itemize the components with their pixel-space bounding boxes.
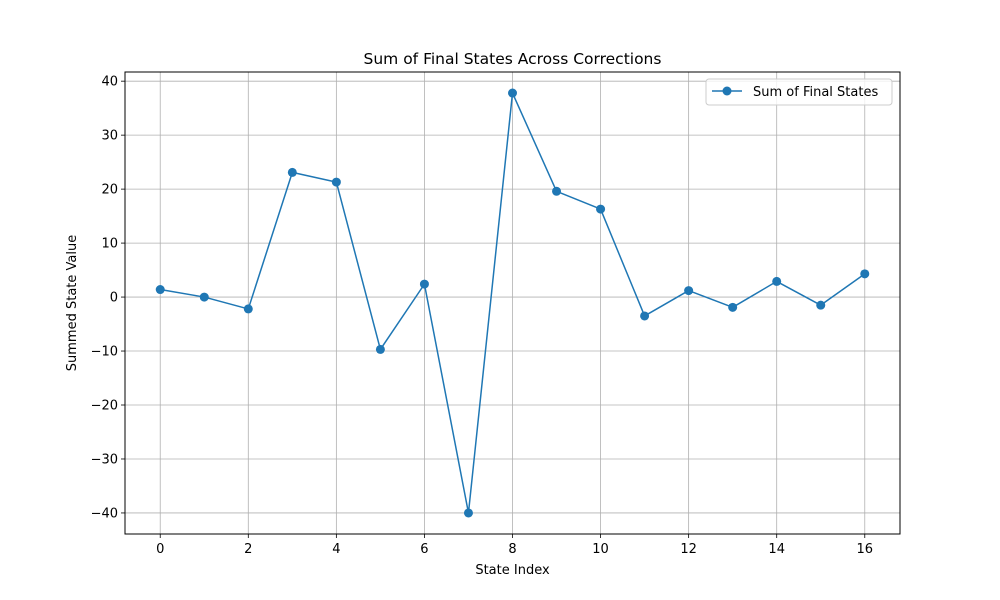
y-tick-label: 0 bbox=[110, 291, 118, 306]
y-tick-label: 20 bbox=[101, 183, 118, 198]
data-point bbox=[155, 285, 165, 295]
x-tick-label: 8 bbox=[508, 542, 516, 557]
data-point bbox=[728, 302, 738, 312]
chart-title: Sum of Final States Across Corrections bbox=[364, 50, 662, 68]
data-point bbox=[508, 88, 517, 98]
x-tick-label: 0 bbox=[156, 542, 164, 557]
y-axis-ticks: −40 −30 −20 −10 0 10 20 30 40 bbox=[91, 75, 125, 521]
data-point bbox=[419, 279, 429, 289]
data-point bbox=[596, 204, 606, 214]
data-point bbox=[199, 292, 209, 302]
data-point bbox=[243, 304, 253, 314]
x-tick-label: 10 bbox=[592, 542, 609, 557]
data-point bbox=[684, 286, 694, 296]
data-point bbox=[375, 344, 385, 354]
data-series bbox=[155, 88, 870, 518]
y-tick-label: 40 bbox=[101, 75, 118, 90]
y-tick-label: −20 bbox=[91, 399, 118, 414]
x-tick-label: 12 bbox=[680, 542, 697, 557]
legend-box bbox=[705, 78, 893, 106]
legend: Sum of Final States bbox=[705, 78, 893, 106]
y-tick-label: −40 bbox=[91, 506, 118, 521]
y-tick-label: 30 bbox=[101, 129, 118, 144]
data-point bbox=[640, 311, 650, 321]
y-tick-label: −30 bbox=[91, 452, 118, 467]
x-tick-label: 4 bbox=[332, 542, 340, 557]
x-tick-label: 16 bbox=[856, 542, 873, 557]
legend-marker-swatch bbox=[722, 86, 732, 96]
y-axis-label: Summed State Value bbox=[65, 235, 80, 371]
data-point bbox=[860, 269, 870, 279]
data-point bbox=[331, 177, 341, 187]
grid-lines bbox=[125, 72, 900, 534]
x-axis-ticks: 0 2 4 6 8 10 12 14 16 bbox=[156, 534, 873, 557]
data-point bbox=[772, 276, 782, 286]
x-tick-label: 6 bbox=[420, 542, 428, 557]
data-point bbox=[816, 300, 826, 310]
y-tick-label: −10 bbox=[91, 345, 118, 360]
data-point bbox=[552, 186, 562, 196]
data-point bbox=[463, 508, 473, 518]
data-point bbox=[287, 167, 297, 177]
x-axis-label: State Index bbox=[475, 563, 550, 578]
x-tick-label: 2 bbox=[244, 542, 252, 557]
legend-label: Sum of Final States bbox=[753, 85, 878, 100]
y-tick-label: 10 bbox=[101, 237, 118, 252]
x-tick-label: 14 bbox=[768, 542, 785, 557]
